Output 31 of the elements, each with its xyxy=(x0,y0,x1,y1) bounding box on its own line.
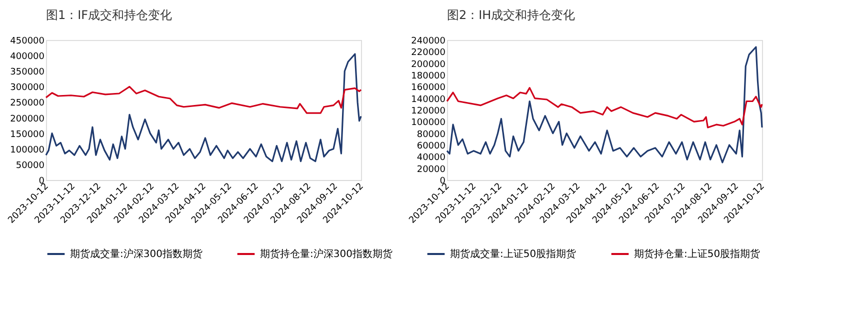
y-tick-label: 40000 xyxy=(416,153,446,164)
y-tick-label: 50000 xyxy=(16,160,45,171)
y-tick-label: 300000 xyxy=(10,83,45,94)
y-tick-label: 100000 xyxy=(411,118,446,128)
y-tick-label: 200000 xyxy=(411,60,446,70)
y-tick-label: 180000 xyxy=(411,72,446,82)
legend-label: 期货持仓量:上证50股指期货 xyxy=(634,248,760,260)
line-series xyxy=(45,53,362,162)
y-tick-label: 140000 xyxy=(411,94,446,105)
line-series xyxy=(446,87,763,128)
y-tick-label: 220000 xyxy=(411,48,446,58)
y-tick-label: 350000 xyxy=(10,68,45,78)
y-tick-label: 100000 xyxy=(10,145,45,156)
chart-title: 图1：IF成交和持仓变化 xyxy=(46,8,172,22)
legend-label: 期货持仓量:沪深300指数期货 xyxy=(260,248,392,260)
y-tick-label: 20000 xyxy=(416,164,446,175)
y-tick-label: 160000 xyxy=(411,83,446,94)
line-series xyxy=(446,46,763,164)
y-tick-label: 240000 xyxy=(411,36,446,46)
line-series xyxy=(45,86,362,114)
y-tick-label: 120000 xyxy=(411,106,446,116)
y-tick-label: 80000 xyxy=(416,130,446,140)
legend-label: 期货成交量:沪深300指数期货 xyxy=(70,248,202,260)
legend-label: 期货成交量:上证50股指期货 xyxy=(450,248,576,260)
y-tick-label: 400000 xyxy=(10,52,45,62)
y-tick-label: 450000 xyxy=(10,36,45,46)
y-tick-label: 150000 xyxy=(10,130,45,140)
chart-title: 图2：IH成交和持仓变化 xyxy=(447,8,576,22)
y-tick-label: 250000 xyxy=(10,98,45,109)
y-tick-label: 200000 xyxy=(10,114,45,124)
y-tick-label: 60000 xyxy=(416,142,446,152)
